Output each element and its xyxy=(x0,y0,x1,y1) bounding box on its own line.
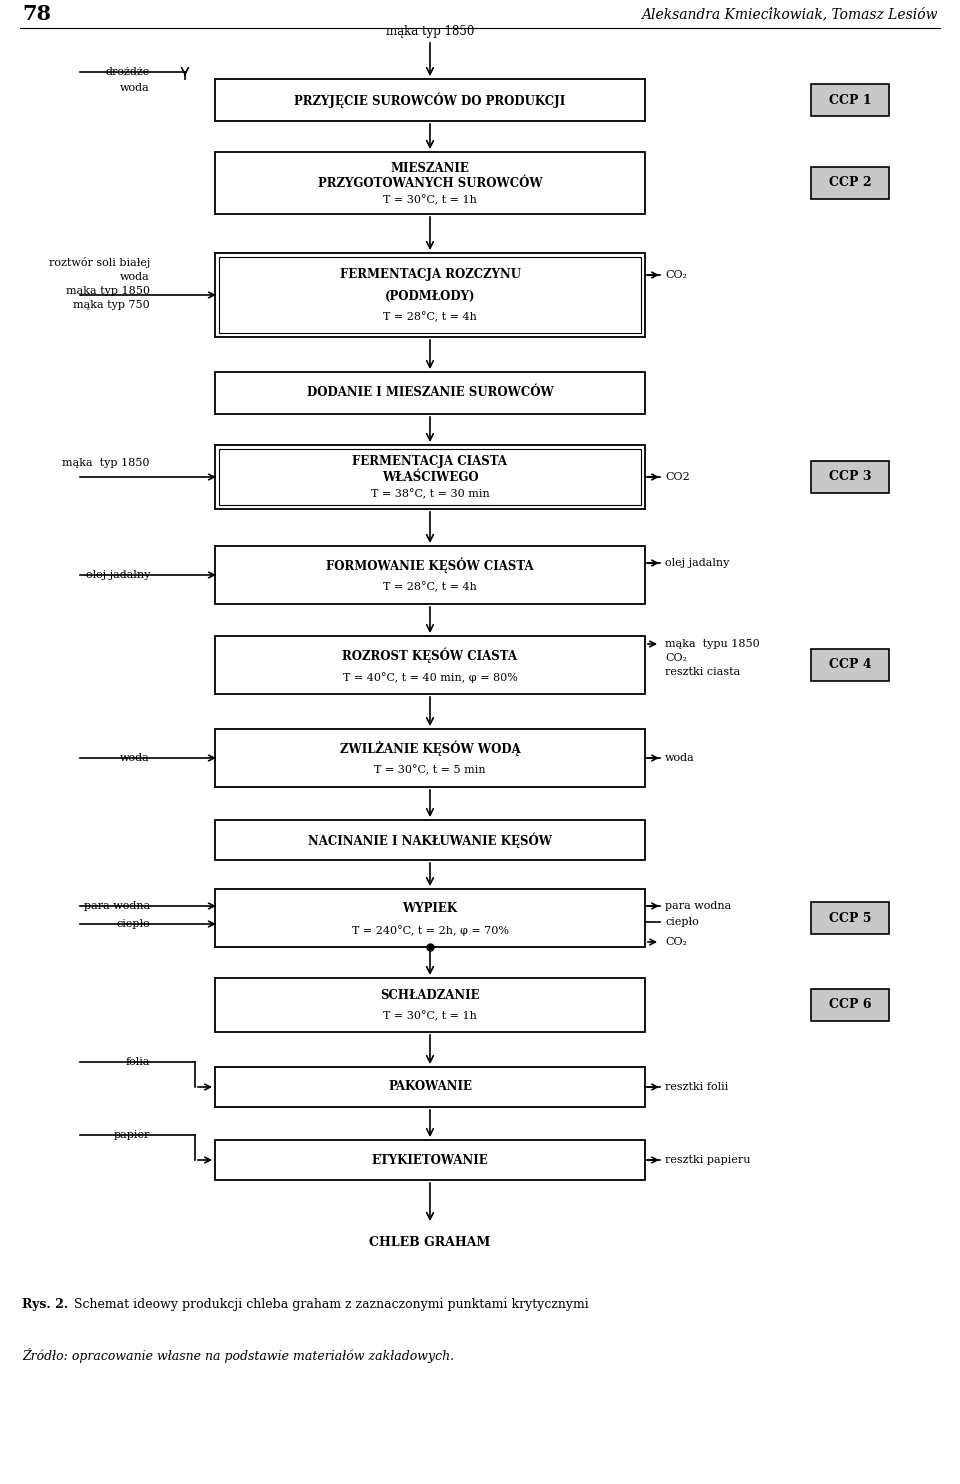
Text: woda: woda xyxy=(120,752,150,763)
Text: CCP 2: CCP 2 xyxy=(828,177,872,190)
Bar xyxy=(215,372,645,414)
Text: CO₂: CO₂ xyxy=(665,270,687,280)
Text: CHLEB GRAHAM: CHLEB GRAHAM xyxy=(370,1236,491,1250)
Text: CO₂: CO₂ xyxy=(665,653,687,663)
Text: resztki ciasta: resztki ciasta xyxy=(665,666,740,677)
Bar xyxy=(219,257,641,332)
Text: CO2: CO2 xyxy=(665,472,689,482)
Text: Rys. 2.: Rys. 2. xyxy=(22,1298,68,1310)
Text: drożdże: drożdże xyxy=(106,67,150,77)
Text: ROZROST KĘSÓW CIASTA: ROZROST KĘSÓW CIASTA xyxy=(343,647,517,663)
Text: mąka typ 1850: mąka typ 1850 xyxy=(386,25,474,39)
Bar xyxy=(215,151,645,214)
Text: ciepło: ciepło xyxy=(116,919,150,929)
Bar xyxy=(811,902,889,933)
Text: (PODMŁODY): (PODMŁODY) xyxy=(385,289,475,303)
Text: mąka typ 1850: mąka typ 1850 xyxy=(66,286,150,295)
Bar xyxy=(215,79,645,122)
Bar xyxy=(811,462,889,493)
Text: folia: folia xyxy=(126,1057,150,1067)
Text: SCHŁADZANIE: SCHŁADZANIE xyxy=(380,990,480,1002)
Bar xyxy=(811,85,889,116)
Text: woda: woda xyxy=(665,752,695,763)
Text: NACINANIE I NAKŁUWANIE KĘSÓW: NACINANIE I NAKŁUWANIE KĘSÓW xyxy=(308,833,552,847)
Text: DODANIE I MIESZANIE SUROWCÓW: DODANIE I MIESZANIE SUROWCÓW xyxy=(306,386,553,399)
Text: Źródło: opracowanie własne na podstawie materiałów zakładowych.: Źródło: opracowanie własne na podstawie … xyxy=(22,1347,454,1362)
Bar xyxy=(215,978,645,1031)
Bar xyxy=(215,821,645,861)
Text: roztwór soli białej: roztwór soli białej xyxy=(49,258,150,269)
Text: woda: woda xyxy=(120,272,150,282)
Bar xyxy=(215,252,645,337)
Text: WŁAŚCIWEGO: WŁAŚCIWEGO xyxy=(382,472,478,484)
Bar xyxy=(215,445,645,509)
Text: WYPIEK: WYPIEK xyxy=(402,902,458,914)
Text: olej jadalny: olej jadalny xyxy=(85,570,150,580)
Text: PRZYGOTOWANYCH SUROWCÓW: PRZYGOTOWANYCH SUROWCÓW xyxy=(318,177,542,190)
Text: PAKOWANIE: PAKOWANIE xyxy=(388,1080,472,1094)
Text: FORMOWANIE KĘSÓW CIASTA: FORMOWANIE KĘSÓW CIASTA xyxy=(326,558,534,573)
Text: CCP 4: CCP 4 xyxy=(828,659,872,671)
Text: PRZYJĘCIE SUROWCÓW DO PRODUKCJI: PRZYJĘCIE SUROWCÓW DO PRODUKCJI xyxy=(295,92,565,108)
Text: MIESZANIE: MIESZANIE xyxy=(391,162,469,175)
Text: ETYKIETOWANIE: ETYKIETOWANIE xyxy=(372,1153,489,1166)
Bar xyxy=(215,1067,645,1107)
Text: resztki papieru: resztki papieru xyxy=(665,1155,751,1165)
Text: para wodna: para wodna xyxy=(665,901,732,911)
Text: ciepło: ciepło xyxy=(665,917,699,928)
Text: Schemat ideowy produkcji chleba graham z zaznaczonymi punktami krytycznymi: Schemat ideowy produkcji chleba graham z… xyxy=(70,1298,588,1310)
Bar xyxy=(215,546,645,604)
Bar xyxy=(811,649,889,681)
Text: T = 28°C, t = 4h: T = 28°C, t = 4h xyxy=(383,582,477,592)
Text: resztki folii: resztki folii xyxy=(665,1082,729,1092)
Text: CCP 3: CCP 3 xyxy=(828,470,872,484)
Bar xyxy=(811,168,889,199)
Text: 78: 78 xyxy=(22,4,51,24)
Text: T = 28°C, t = 4h: T = 28°C, t = 4h xyxy=(383,312,477,322)
Bar xyxy=(215,729,645,787)
Text: FERMENTACJA CIASTA: FERMENTACJA CIASTA xyxy=(352,456,508,467)
Text: mąka  typ 1850: mąka typ 1850 xyxy=(62,459,150,467)
Bar xyxy=(811,988,889,1021)
Text: CCP 5: CCP 5 xyxy=(828,911,872,925)
Text: FERMENTACJA ROZCZYNU: FERMENTACJA ROZCZYNU xyxy=(340,269,520,282)
Text: T = 240°C, t = 2h, φ = 70%: T = 240°C, t = 2h, φ = 70% xyxy=(351,925,509,935)
Text: woda: woda xyxy=(120,83,150,93)
Text: T = 30°C, t = 1h: T = 30°C, t = 1h xyxy=(383,194,477,205)
Text: T = 38°C, t = 30 min: T = 38°C, t = 30 min xyxy=(371,488,490,499)
Text: ZWILŻANIE KĘSÓW WODĄ: ZWILŻANIE KĘSÓW WODĄ xyxy=(340,741,520,755)
Text: Aleksandra Kmiecíkowiak, Tomasz Lesiów: Aleksandra Kmiecíkowiak, Tomasz Lesiów xyxy=(641,7,938,21)
Bar xyxy=(219,450,641,505)
Text: CCP 1: CCP 1 xyxy=(828,93,872,107)
Text: mąka typ 750: mąka typ 750 xyxy=(73,300,150,310)
Text: olej jadalny: olej jadalny xyxy=(665,558,730,568)
Text: para wodna: para wodna xyxy=(84,901,150,911)
Bar xyxy=(215,1140,645,1180)
Text: papier: papier xyxy=(113,1129,150,1140)
Text: T = 40°C, t = 40 min, φ = 80%: T = 40°C, t = 40 min, φ = 80% xyxy=(343,672,517,683)
Text: CCP 6: CCP 6 xyxy=(828,999,872,1012)
Text: T = 30°C, t = 5 min: T = 30°C, t = 5 min xyxy=(374,764,486,776)
Bar xyxy=(215,637,645,695)
Bar xyxy=(215,889,645,947)
Text: T = 30°C, t = 1h: T = 30°C, t = 1h xyxy=(383,1011,477,1021)
Text: CO₂: CO₂ xyxy=(665,936,687,947)
Text: mąka  typu 1850: mąka typu 1850 xyxy=(665,640,759,649)
